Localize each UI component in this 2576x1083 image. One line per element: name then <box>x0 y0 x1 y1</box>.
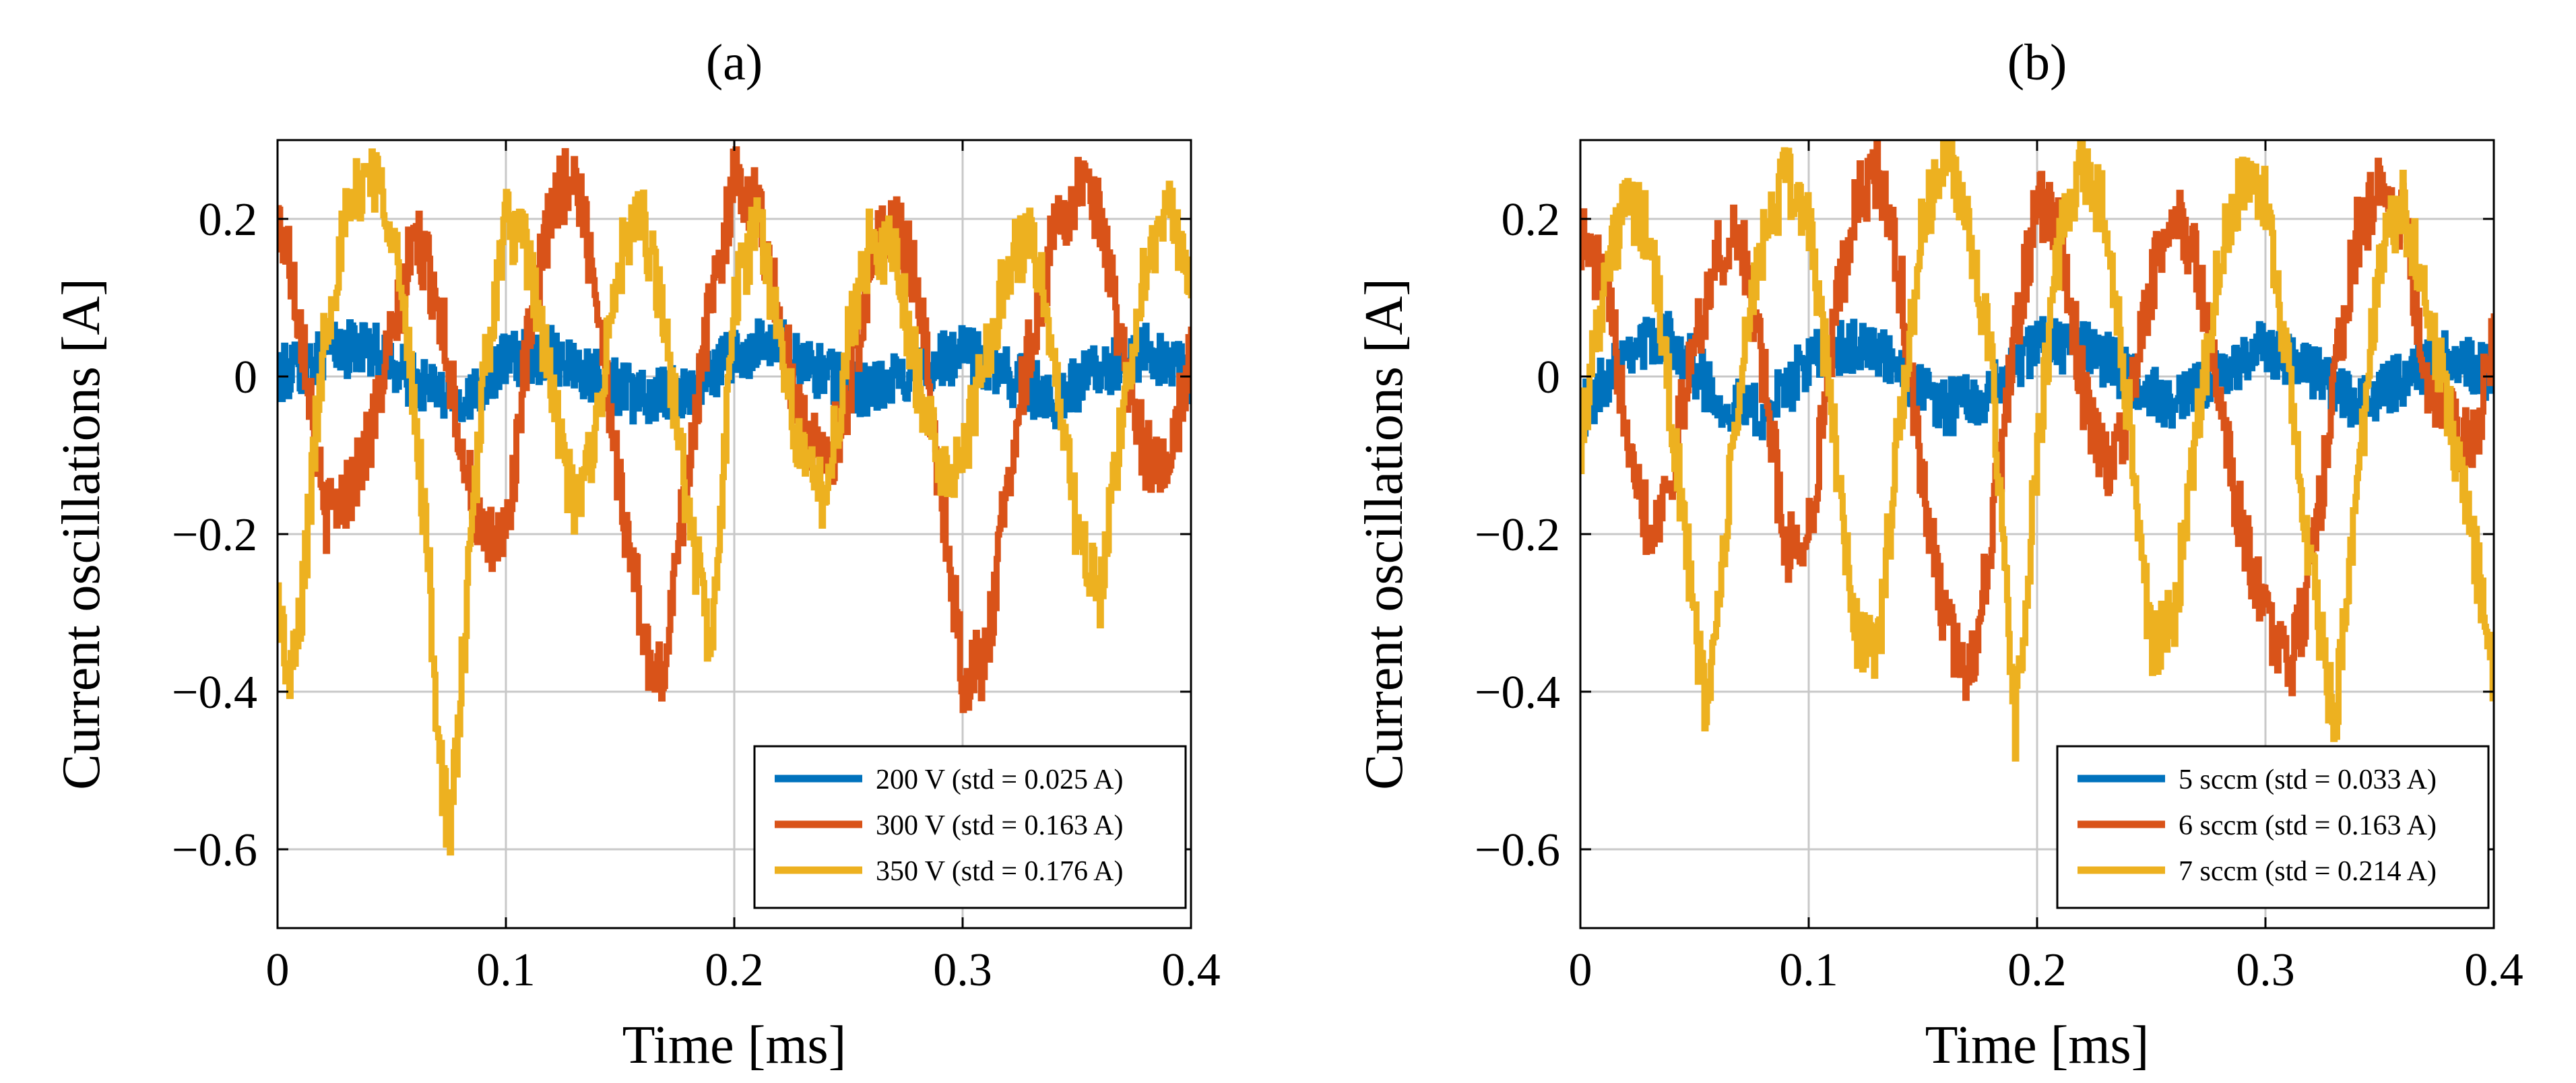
legend-entry: 300 V (std = 0.163 A) <box>876 810 1124 841</box>
x-tick-label: 0.2 <box>2007 944 2067 996</box>
series-line <box>1580 140 2494 762</box>
y-tick-label: 0 <box>1537 352 1560 403</box>
x-tick-label: 0.4 <box>1161 944 1221 996</box>
x-tick-label: 0.1 <box>1779 944 1838 996</box>
ticks: 0 0.1 0.2 0.3 0.4 0.2 0 −0.2 −0.4 −0.6 <box>1475 140 2523 996</box>
y-tick-label: −0.6 <box>1475 824 1560 876</box>
x-axis-label: Time [ms] <box>622 1016 847 1075</box>
plot-area <box>1580 140 2494 762</box>
y-axis-label: Current oscillations [A] <box>52 278 111 790</box>
x-axis-label: Time [ms] <box>1925 1016 2150 1075</box>
series-line <box>1580 140 2494 701</box>
ticks: 0 0.1 0.2 0.3 0.4 0.2 0 −0.2 −0.4 −0.6 <box>172 140 1221 996</box>
panel-a: (a) 0 0.1 0.2 0.3 0.4 0.2 0 −0.2 −0.4 −0.6 Time [ms… <box>52 34 1221 1075</box>
legend-entry: 350 V (std = 0.176 A) <box>876 856 1124 887</box>
y-tick-label: −0.4 <box>1475 667 1560 719</box>
series-line <box>1580 310 2494 445</box>
legend-entry: 7 sccm (std = 0.214 A) <box>2179 856 2437 887</box>
legend-entry: 5 sccm (std = 0.033 A) <box>2179 764 2437 795</box>
x-tick-label: 0.3 <box>2236 944 2295 996</box>
y-tick-label: 0 <box>234 352 257 403</box>
y-axis-label: Current oscillations [A] <box>1355 278 1414 790</box>
y-tick-label: −0.4 <box>172 667 257 719</box>
legend: 5 sccm (std = 0.033 A) 6 sccm (std = 0.16… <box>2056 745 2490 909</box>
legend-entry: 6 sccm (std = 0.163 A) <box>2179 810 2437 841</box>
y-tick-label: −0.2 <box>1475 509 1560 561</box>
x-tick-label: 0.1 <box>476 944 536 996</box>
series-line <box>278 148 1191 856</box>
panel-title: (a) <box>706 34 763 91</box>
panel-title: (b) <box>2007 34 2067 91</box>
plot-area <box>278 146 1191 856</box>
legend: 200 V (std = 0.025 A) 300 V (std = 0.163 … <box>753 745 1187 909</box>
y-tick-label: 0.2 <box>1502 194 1561 246</box>
x-tick-label: 0 <box>1569 944 1592 996</box>
legend-entry: 200 V (std = 0.025 A) <box>876 764 1124 795</box>
x-tick-label: 0.2 <box>705 944 764 996</box>
series-line <box>278 146 1191 713</box>
y-tick-label: −0.6 <box>172 824 257 876</box>
x-tick-label: 0 <box>266 944 290 996</box>
x-tick-label: 0.3 <box>933 944 992 996</box>
y-tick-label: 0.2 <box>199 194 258 246</box>
y-tick-label: −0.2 <box>172 509 257 561</box>
panel-b: (b) 0 0.1 0.2 0.3 0.4 0.2 0 −0.2 −0.4 −0.6 Time [ms… <box>1355 34 2523 1075</box>
x-tick-label: 0.4 <box>2464 944 2523 996</box>
